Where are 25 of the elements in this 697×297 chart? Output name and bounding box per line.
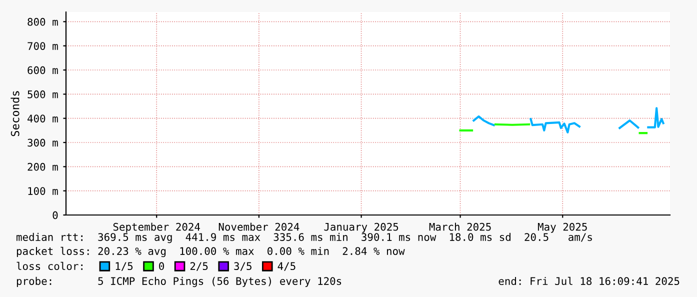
y-tick-label: 300 m — [28, 138, 58, 147]
text: end: Fri Jul 18 16:09:41 2025 — [498, 276, 680, 286]
legend-label: 1/5 — [116, 262, 133, 271]
y-tick-label: 600 m — [28, 66, 58, 74]
y-axis-title: Seconds — [10, 91, 20, 136]
y-tick-label: 800 m — [28, 18, 58, 26]
text: median rtt: 369.5 ms avg 441.9 ms max 335.6 ms min 390.1 ms now 18.0 ms sd 20.5 am/s — [16, 232, 592, 244]
text: probe: 5 ICMP Echo Pings (56 Bytes) every 120s — [16, 276, 342, 288]
y-tick-label: 400 m — [28, 114, 58, 122]
x-tick-label: September 2024 — [113, 222, 200, 233]
x-tick-label: November 2024 — [218, 222, 300, 231]
y-tick-label: 700 m — [28, 42, 58, 50]
x-tick-label: March 2025 — [429, 222, 491, 231]
y-tick-label: 0 — [52, 211, 58, 220]
legend-label: 3/5 — [234, 262, 252, 271]
text: packet loss: 20.23 % avg 100.00 % max 0.00 % min 2.84 % now — [16, 246, 405, 258]
legend-label: 4/5 — [278, 262, 296, 271]
x-tick-label: May 2025 — [538, 222, 587, 233]
x-tick-label: January 2025 — [324, 222, 398, 233]
y-tick-label: 200 m — [28, 162, 58, 171]
legend-label: 2/5 — [190, 262, 208, 271]
y-tick-label: 100 m — [28, 187, 58, 195]
legend-title: loss color: — [16, 262, 82, 270]
legend-label: 0 — [159, 262, 164, 270]
y-tick-label: 500 m — [28, 90, 58, 98]
